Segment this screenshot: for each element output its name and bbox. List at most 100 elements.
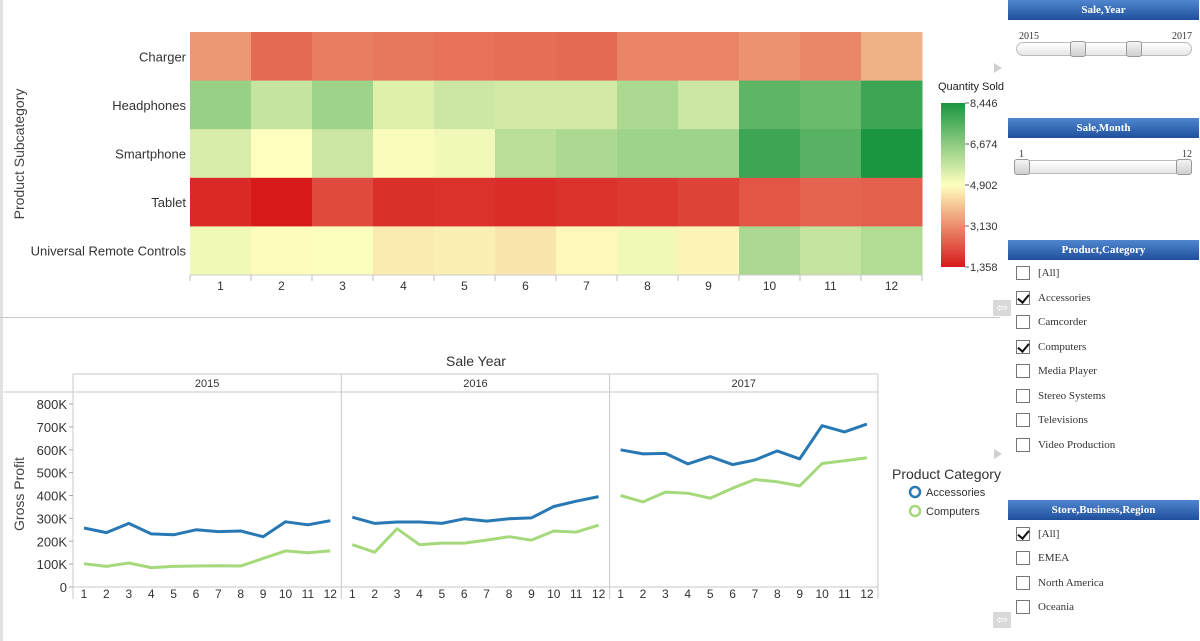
sale-year-handle-max[interactable] bbox=[1126, 41, 1142, 57]
store-region-item[interactable]: North America bbox=[1016, 574, 1104, 592]
line-x-tick-label: 8 bbox=[506, 587, 513, 601]
y-axis-tick-label: 500K bbox=[37, 466, 68, 481]
line-x-tick-label: 1 bbox=[349, 587, 356, 601]
product-category-label: Televisions bbox=[1038, 414, 1088, 426]
line-chart-title: Sale Year bbox=[446, 353, 506, 369]
heatmap-cell bbox=[678, 226, 740, 276]
product-category-item[interactable]: Video Production bbox=[1016, 436, 1115, 454]
product-category-item[interactable]: [All] bbox=[1016, 264, 1059, 282]
panel-divider bbox=[0, 317, 1000, 318]
heatmap-cell bbox=[434, 129, 496, 179]
heatmap-row-label: Tablet bbox=[151, 195, 186, 210]
product-category-item[interactable]: Stereo Systems bbox=[1016, 387, 1106, 405]
heatmap-x-label: 4 bbox=[400, 279, 407, 293]
heatmap-cell bbox=[495, 80, 557, 130]
heatmap-cell bbox=[434, 80, 496, 130]
product-category-item[interactable]: Accessories bbox=[1016, 289, 1091, 307]
heatmap-cell bbox=[556, 177, 618, 227]
sale-month-handle-min[interactable] bbox=[1014, 159, 1030, 175]
product-category-checkbox[interactable] bbox=[1016, 266, 1030, 280]
heatmap-cell bbox=[678, 177, 740, 227]
sale-month-slider[interactable]: 1 12 bbox=[1012, 148, 1192, 188]
line-x-tick-label: 1 bbox=[617, 587, 624, 601]
sale-month-track[interactable] bbox=[1016, 160, 1192, 174]
product-category-label: Camcorder bbox=[1038, 316, 1087, 328]
heatmap-cell bbox=[678, 129, 740, 179]
sale-month-handle-max[interactable] bbox=[1176, 159, 1192, 175]
line-x-tick-label: 9 bbox=[528, 587, 535, 601]
sale-year-slider[interactable]: 2015 2017 bbox=[1012, 30, 1192, 70]
filter-header-sale-year: Sale,Year bbox=[1008, 0, 1199, 20]
heatmap-row-label: Smartphone bbox=[115, 147, 186, 162]
sale-month-max-label: 12 bbox=[1182, 149, 1192, 160]
product-category-checkbox[interactable] bbox=[1016, 315, 1030, 329]
line-x-tick-label: 2 bbox=[640, 587, 647, 601]
product-category-label: [All] bbox=[1038, 267, 1060, 279]
product-category-checkbox[interactable] bbox=[1016, 339, 1030, 354]
heatmap-cell bbox=[312, 32, 374, 82]
filter-header-sale-month: Sale,Month bbox=[1008, 118, 1199, 138]
line-x-tick-label: 5 bbox=[707, 587, 714, 601]
product-category-checkbox[interactable] bbox=[1016, 364, 1030, 378]
y-axis-tick-label: 800K bbox=[37, 397, 68, 412]
product-category-checkbox[interactable] bbox=[1016, 413, 1030, 427]
store-region-checkbox[interactable] bbox=[1016, 575, 1030, 590]
heatmap-cell bbox=[739, 32, 801, 82]
left-edge bbox=[0, 0, 3, 641]
product-category-item[interactable]: Computers bbox=[1016, 338, 1086, 356]
product-category-checkbox[interactable] bbox=[1016, 388, 1030, 403]
line-y-axis-title: Gross Profit bbox=[11, 457, 27, 531]
y-axis-tick-label: 600K bbox=[37, 443, 68, 458]
store-region-checkbox[interactable] bbox=[1016, 599, 1030, 614]
store-region-item[interactable]: EMEA bbox=[1016, 549, 1069, 567]
heatmap-cell bbox=[190, 129, 252, 179]
y-axis-tick-label: 200K bbox=[37, 534, 68, 549]
collapse-arrow-icon[interactable] bbox=[994, 63, 1002, 73]
line-x-tick-label: 5 bbox=[439, 587, 446, 601]
y-axis-tick-label: 400K bbox=[37, 489, 68, 504]
heatmap-x-label: 2 bbox=[278, 279, 285, 293]
line-x-tick-label: 10 bbox=[547, 587, 561, 601]
heatmap-row-label: Charger bbox=[139, 49, 187, 64]
back-arrow-icon-2[interactable]: ⇦ bbox=[993, 612, 1011, 628]
store-region-label: [All] bbox=[1038, 528, 1060, 540]
sale-year-track[interactable] bbox=[1016, 42, 1192, 56]
heatmap-x-label: 9 bbox=[705, 279, 712, 293]
line-x-tick-label: 7 bbox=[483, 587, 490, 601]
back-arrow-icon[interactable]: ⇦ bbox=[993, 300, 1011, 316]
line-x-tick-label: 10 bbox=[279, 587, 293, 601]
line-x-tick-label: 6 bbox=[193, 587, 200, 601]
heatmap-cell bbox=[800, 129, 862, 179]
heatmap-cell bbox=[739, 80, 801, 130]
line-x-tick-label: 8 bbox=[237, 587, 244, 601]
collapse-arrow-icon-2[interactable] bbox=[994, 449, 1002, 459]
line-x-tick-label: 10 bbox=[815, 587, 829, 601]
product-category-item[interactable]: Televisions bbox=[1016, 411, 1088, 429]
heatmap-cell bbox=[556, 80, 618, 130]
heatmap-cell bbox=[678, 32, 740, 82]
heatmap-cell bbox=[617, 80, 679, 130]
y-axis-tick-label: 0 bbox=[60, 580, 67, 595]
product-category-checkbox[interactable] bbox=[1016, 437, 1030, 452]
legend-label-computers: Computers bbox=[926, 506, 980, 518]
product-category-checkbox[interactable] bbox=[1016, 290, 1030, 305]
heatmap-cell bbox=[739, 177, 801, 227]
y-axis-tick-label: 700K bbox=[37, 420, 68, 435]
line-x-tick-label: 4 bbox=[148, 587, 155, 601]
product-category-item[interactable]: Media Player bbox=[1016, 362, 1097, 380]
heatmap-cell bbox=[739, 129, 801, 179]
heatmap-legend-label: 6,674 bbox=[970, 139, 998, 151]
store-region-checkbox[interactable] bbox=[1016, 527, 1030, 541]
heatmap-cell bbox=[861, 80, 923, 130]
heatmap-cell bbox=[312, 129, 374, 179]
store-region-item[interactable]: Oceania bbox=[1016, 598, 1074, 616]
heatmap-cell bbox=[373, 129, 435, 179]
sale-year-max-label: 2017 bbox=[1172, 31, 1192, 42]
sale-year-handle-min[interactable] bbox=[1070, 41, 1086, 57]
store-region-item[interactable]: [All] bbox=[1016, 525, 1059, 543]
store-region-checkbox[interactable] bbox=[1016, 551, 1030, 566]
product-category-item[interactable]: Camcorder bbox=[1016, 313, 1087, 331]
line-x-tick-label: 7 bbox=[215, 587, 222, 601]
filter-header-store-region: Store,Business,Region bbox=[1008, 500, 1199, 520]
